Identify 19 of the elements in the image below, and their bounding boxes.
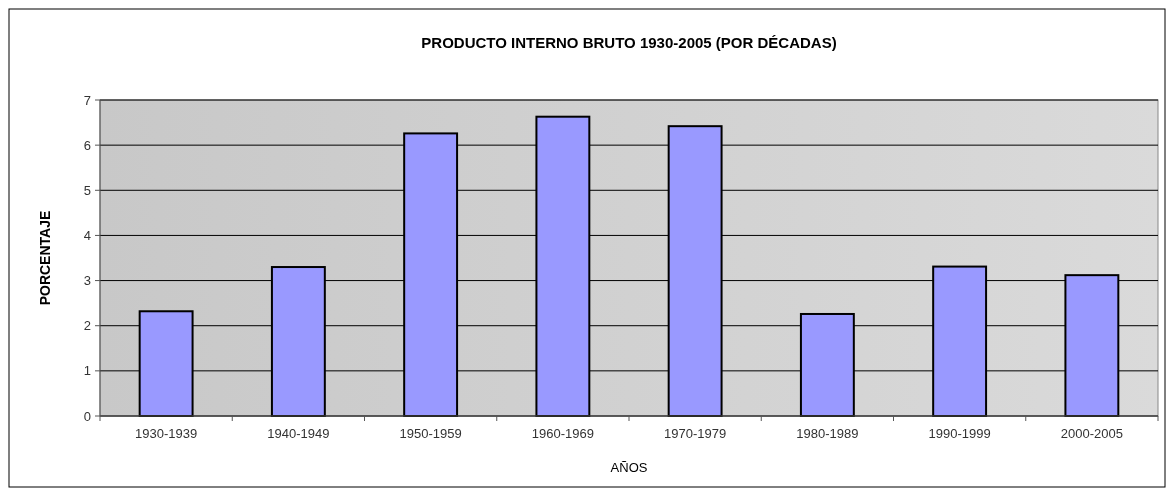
y-tick-label: 3 bbox=[83, 273, 91, 289]
y-tick-label: 4 bbox=[83, 227, 91, 243]
x-tick-label: 1990-1999 bbox=[928, 426, 991, 441]
y-tick-label: 0 bbox=[83, 408, 91, 424]
y-tick-label: 5 bbox=[83, 182, 91, 198]
x-tick-label: 1970-1979 bbox=[664, 426, 727, 441]
x-axis-title: AÑOS bbox=[610, 460, 648, 475]
x-tick-label: 1950-1959 bbox=[399, 426, 462, 441]
x-tick-label: 1930-1939 bbox=[135, 426, 198, 441]
x-tick-label: 1960-1969 bbox=[531, 426, 594, 441]
y-tick-label: 1 bbox=[83, 363, 91, 379]
y-tick-label: 6 bbox=[83, 137, 91, 153]
x-tick-label: 1980-1989 bbox=[796, 426, 859, 441]
y-axis-title: PORCENTAJE bbox=[37, 210, 53, 306]
y-tick-label: 2 bbox=[83, 318, 91, 334]
y-tick-label: 7 bbox=[83, 92, 91, 108]
chart-title: PRODUCTO INTERNO BRUTO 1930-2005 (POR DÉCADAS) bbox=[421, 34, 837, 51]
x-tick-label: 2000-2005 bbox=[1060, 426, 1123, 441]
x-tick-label: 1940-1949 bbox=[267, 426, 330, 441]
